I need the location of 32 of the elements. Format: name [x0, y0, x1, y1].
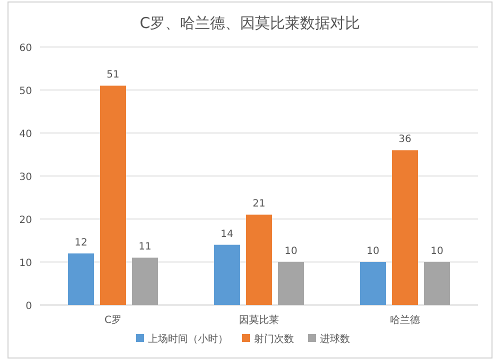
data-label: 36 — [398, 134, 412, 146]
data-label: 10 — [366, 246, 380, 257]
data-label: 12 — [74, 237, 88, 248]
bar — [360, 262, 386, 305]
chart-title: C罗、哈兰德、因莫比莱数据对比 — [140, 14, 360, 32]
legend-label: 进球数 — [320, 333, 350, 345]
y-tick-label: 0 — [26, 301, 32, 312]
legend-label: 射门次数 — [254, 333, 294, 345]
bar — [424, 262, 450, 305]
data-label: 21 — [252, 198, 266, 210]
data-label: 10 — [430, 246, 444, 257]
data-label: 10 — [284, 246, 298, 257]
x-tick-label: 哈兰德 — [390, 314, 420, 326]
data-label: 14 — [220, 228, 234, 240]
y-tick-label: 60 — [19, 43, 32, 54]
y-tick-label: 50 — [19, 86, 32, 97]
y-tick-label: 10 — [19, 258, 32, 269]
x-tick-label: C罗 — [104, 315, 122, 326]
x-tick-label: 因莫比莱 — [239, 314, 279, 326]
bar — [100, 86, 126, 305]
y-tick-label: 40 — [19, 129, 32, 140]
bar — [392, 150, 418, 305]
legend-label: 上场时间（小时） — [148, 333, 228, 345]
bar — [132, 258, 158, 305]
bar — [246, 214, 272, 305]
y-tick-label: 30 — [19, 172, 32, 183]
y-tick-label: 20 — [19, 215, 32, 226]
data-label: 51 — [106, 70, 120, 81]
bar — [214, 244, 240, 305]
bar — [278, 262, 304, 305]
bar — [68, 253, 94, 305]
data-label: 11 — [138, 242, 152, 253]
